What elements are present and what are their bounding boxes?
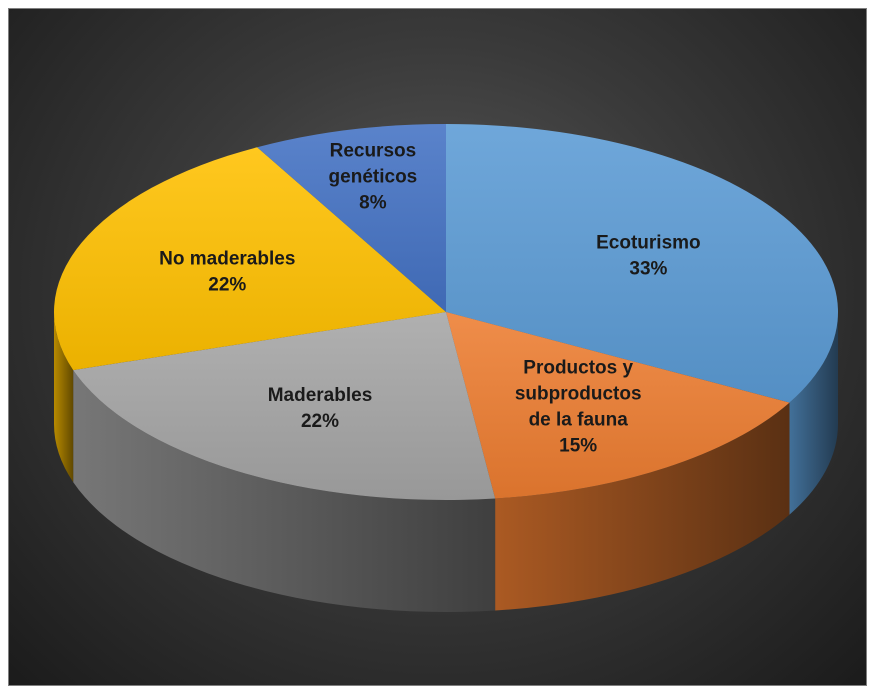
data-label-value: 33% xyxy=(629,259,667,280)
data-label-4: Recursos genéticos 8% xyxy=(329,140,418,213)
data-label-value: 15% xyxy=(559,435,597,456)
data-label-category: Recursos xyxy=(330,140,417,161)
data-label-category: de la fauna xyxy=(529,409,629,430)
pie-slice-1 xyxy=(446,312,790,499)
pie-sides xyxy=(54,312,838,612)
data-label-1: Productos y subproductos de la fauna 15% xyxy=(515,357,642,456)
data-label-category: genéticos xyxy=(329,166,418,187)
data-label-value: 22% xyxy=(301,411,339,432)
pie-side-3 xyxy=(54,312,74,483)
pie-side-1 xyxy=(495,402,790,611)
data-label-category: Ecoturismo xyxy=(596,233,701,254)
data-label-value: 22% xyxy=(208,275,246,296)
pie-slice-3 xyxy=(54,147,447,371)
pie-slice-4 xyxy=(257,124,446,312)
data-label-2: Maderables 22% xyxy=(268,385,373,432)
data-label-category: Productos y xyxy=(523,357,633,378)
pie-slices xyxy=(54,124,839,500)
pie-chart: Ecoturismo 33% Productos y subproductos de l… xyxy=(54,124,839,612)
data-label-category: Maderables xyxy=(268,385,373,406)
data-label-category: subproductos xyxy=(515,383,642,404)
pie-side-2 xyxy=(73,370,496,612)
pie-slice-0 xyxy=(446,124,839,403)
data-label-3: No maderables 22% xyxy=(159,249,295,296)
data-label-category: No maderables xyxy=(159,249,295,270)
data-label-value: 8% xyxy=(359,192,387,213)
chart-frame: Ecoturismo 33% Productos y subproductos de l… xyxy=(8,8,867,686)
data-labels: Ecoturismo 33% Productos y subproductos de l… xyxy=(159,140,700,456)
data-label-0: Ecoturismo 33% xyxy=(596,233,701,280)
pie-slice-2 xyxy=(73,312,496,500)
pie-side-0 xyxy=(789,312,838,515)
